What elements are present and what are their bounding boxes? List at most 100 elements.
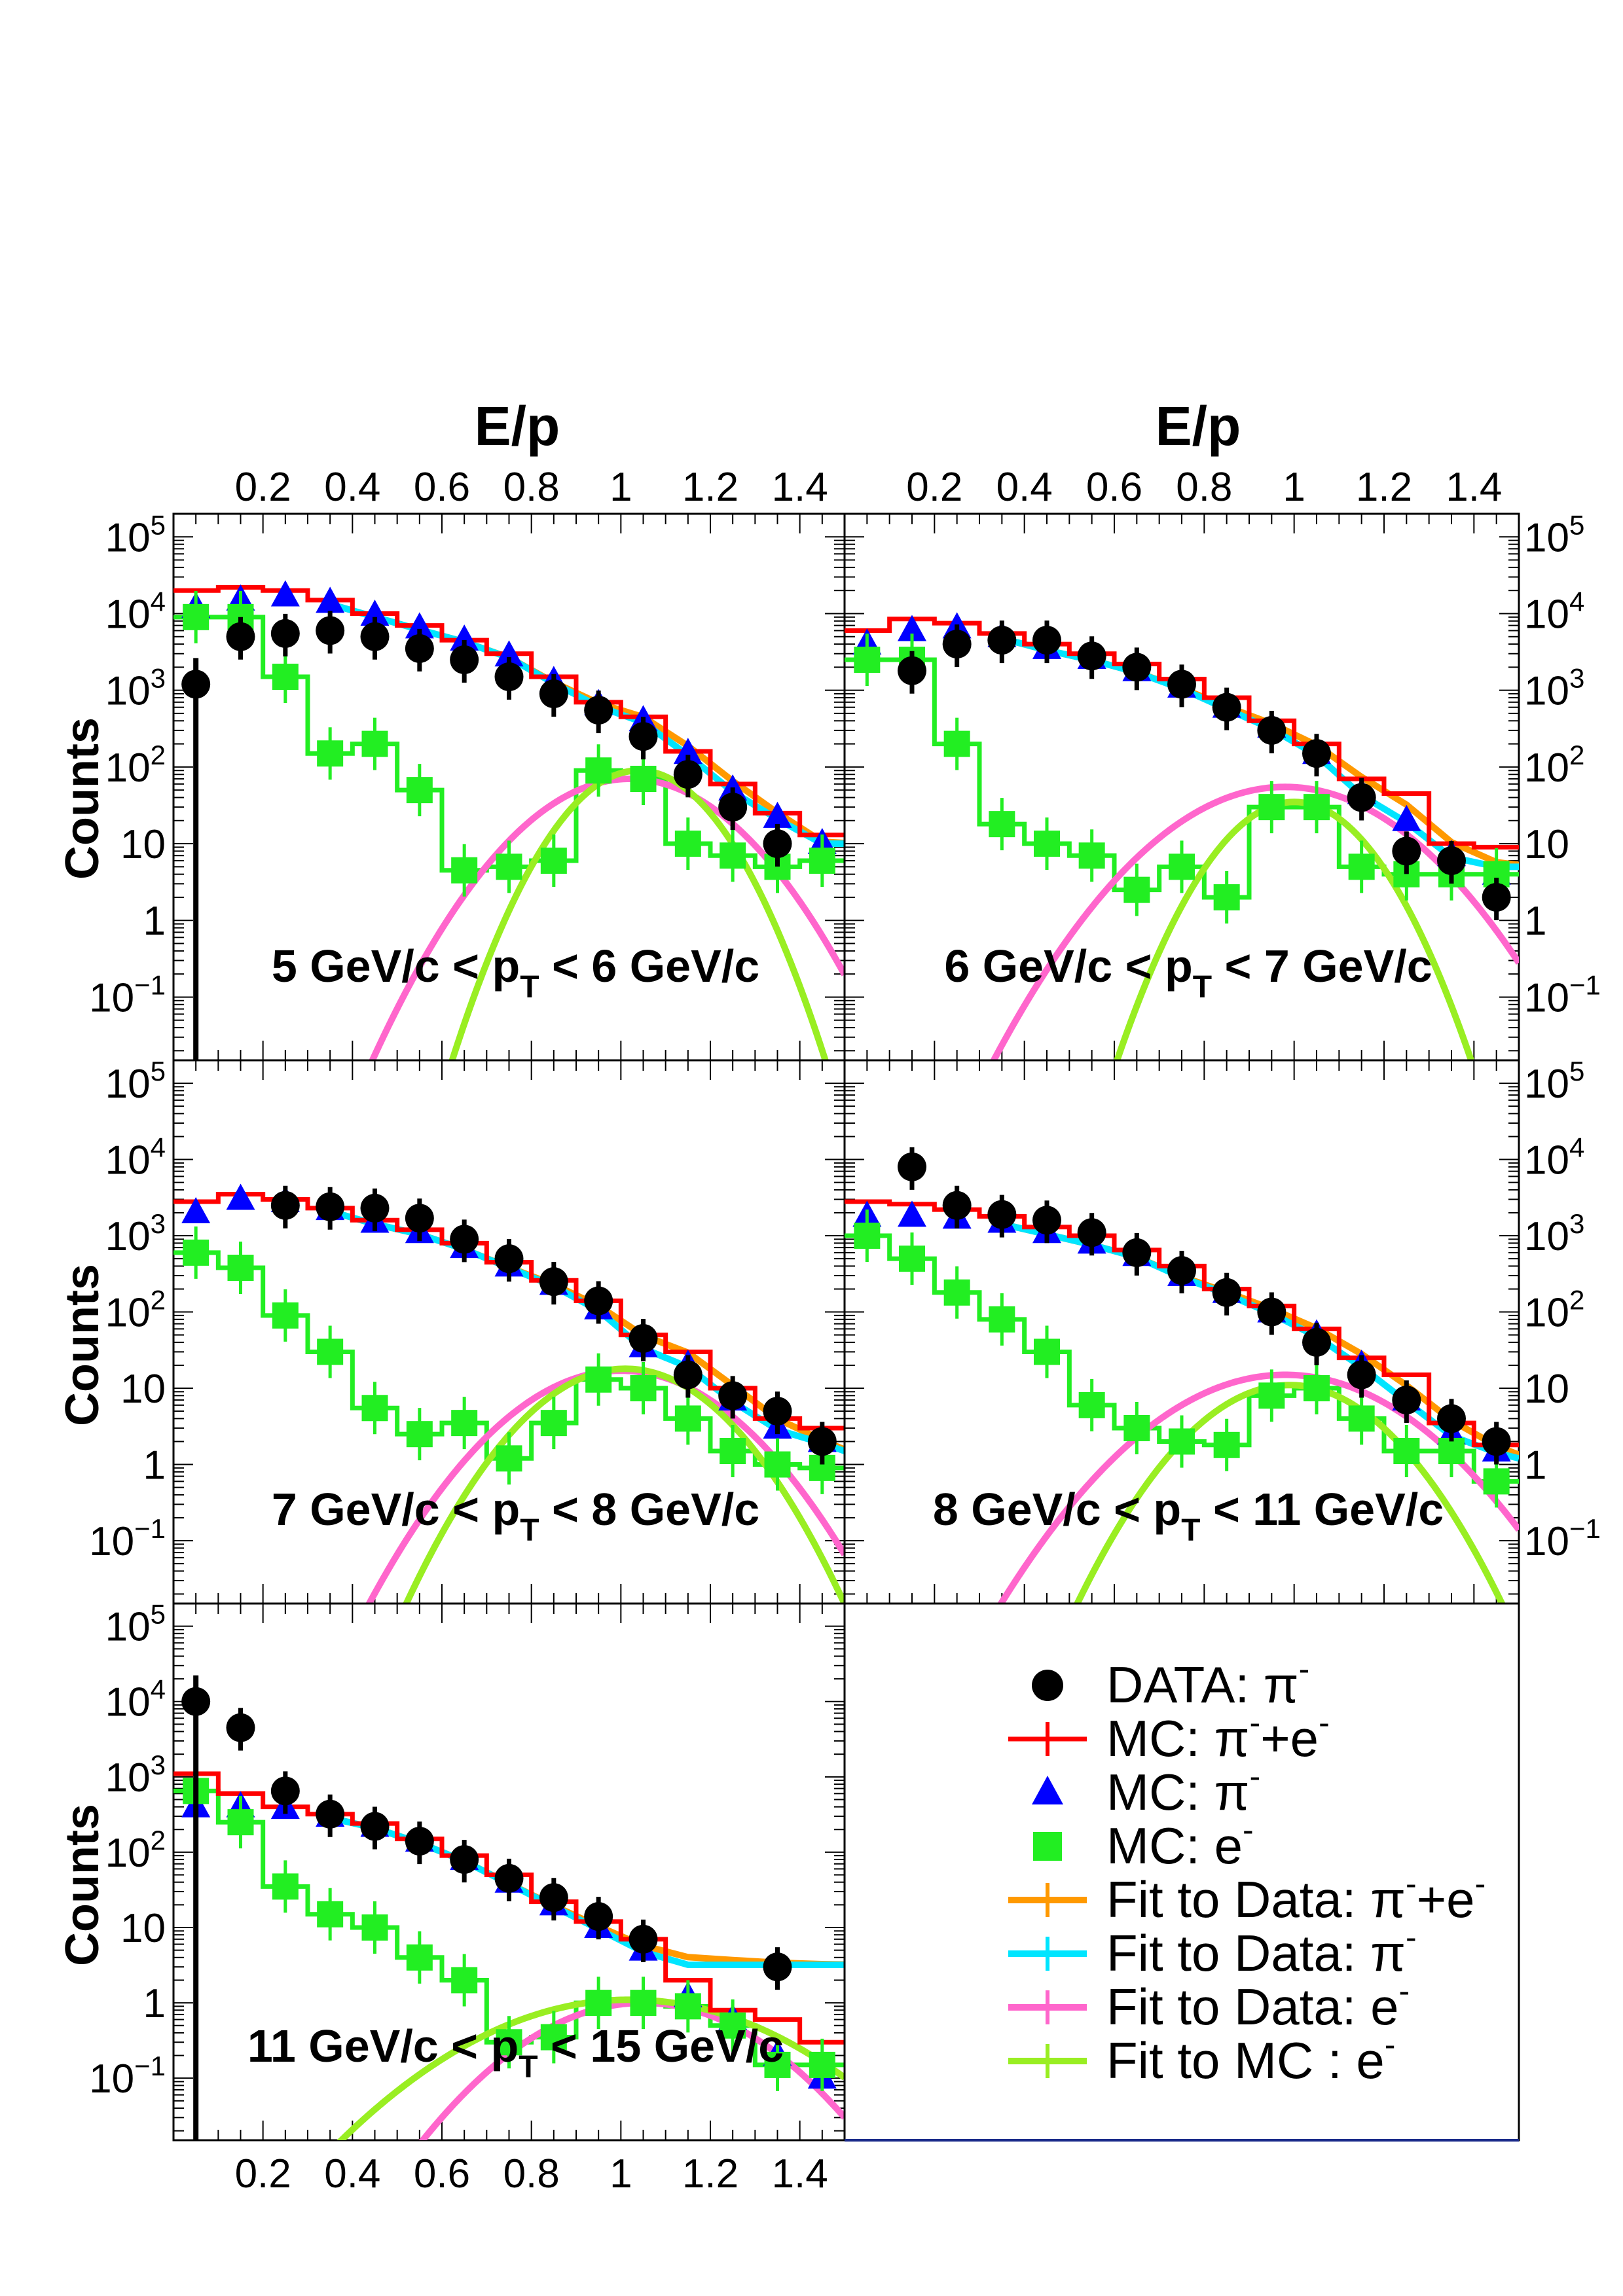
data-marker [181,1687,211,1716]
mc-pi-marker [898,1200,926,1227]
mc-e-marker [1483,1468,1510,1495]
legend-label: MC: π- [1106,1758,1260,1821]
legend-mc-pi-marker [1032,1776,1063,1804]
mc-pi-marker [270,580,300,607]
mc-e-marker [1348,853,1375,880]
data-marker [942,1191,972,1220]
x-tick-label-bottom: 0.8 [503,2151,560,2197]
data-marker [1257,715,1286,745]
mc-e-marker [272,1873,299,1900]
data-marker [405,1827,434,1856]
x-tick-label-top: 0.4 [996,465,1053,510]
mc-e-marker [630,1990,657,2017]
data-marker [1167,670,1196,699]
legend-label: Fit to MC : e- [1106,2026,1395,2089]
top-axis-title-right: E/p [1156,395,1241,457]
mc-pi-marker [898,615,926,641]
y-tick-label: 102 [105,1285,166,1336]
pt-range-label: 7 GeV/c < pT < 8 GeV/c [272,1484,759,1548]
plot-area [173,1675,845,2140]
data-marker [360,1193,390,1223]
data-marker [494,1244,524,1274]
data-marker [1302,739,1331,768]
legend-entry-fit_e: Fit to Data: e- [1008,1973,1410,2036]
mc-e-marker [1258,1382,1285,1409]
mc-e-marker [496,1445,522,1472]
data-marker [405,1204,434,1233]
data-marker [539,1267,568,1297]
data-marker [1077,641,1106,671]
data-marker [360,1812,390,1841]
mc-e-marker [406,777,433,804]
data-marker [270,1191,300,1220]
plot-area [845,612,1519,1060]
y-tick-label: 10 [120,822,166,867]
mc-e-marker [585,1366,612,1393]
data-marker [1392,1386,1421,1415]
mc-e-marker [630,1375,657,1402]
mc-e-marker [272,1302,299,1329]
mc-e-marker [451,1410,478,1437]
mc-e-marker [809,2051,835,2078]
mc-e-marker [854,1223,881,1249]
y-tick-label: 102 [105,1825,166,1876]
legend-mc-e-marker [1033,1832,1062,1861]
pt-range-label: 8 GeV/c < pT < 11 GeV/c [933,1484,1444,1548]
x-tick-label-bottom: 0.2 [235,2151,291,2197]
mc-e-marker [227,1255,254,1282]
y-tick-label: 10−1 [1524,1513,1601,1564]
data-marker [1167,1256,1196,1285]
mc-pi-marker [673,738,702,764]
x-tick-label-top: 1 [610,465,632,510]
legend-entry-fit_mc_e: Fit to MC : e- [1008,2026,1395,2089]
y-tick-label: 10 [1524,1367,1569,1412]
legend-label: Fit to Data: e- [1106,1973,1410,2036]
data-marker [1122,1238,1152,1267]
data-marker [718,793,748,822]
y-tick-label: 102 [1524,740,1584,791]
legend-entry-fit_sum: Fit to Data: π-+e- [1008,1865,1486,1928]
y-tick-label: 103 [105,1208,166,1259]
legend-label: Fit to Data: π-+e- [1106,1865,1486,1928]
y-tick-label: 105 [105,1056,166,1107]
data-marker [763,829,792,859]
mc-e-marker [361,730,388,757]
panels-group: 10−1 1 10 102 103 104 105 0.2 0.4 0.6 0.8 1 1.2 1.4 5 … [89,465,1601,2197]
mc-e-marker [361,1914,388,1941]
y-tick-label: 104 [1524,586,1584,637]
y-tick-label: 104 [105,586,166,637]
data-marker [1302,1327,1331,1357]
fit-data-e-curve [990,783,1519,1060]
fit-data-e-curve [997,1371,1519,1604]
data-marker [405,634,434,663]
x-tick-label-top: 0.8 [503,465,560,510]
data-marker [1347,1360,1376,1390]
data-marker [629,1924,658,1954]
data-marker [1437,846,1466,876]
data-marker [1212,1278,1241,1307]
y-axis-title-row2: Counts [56,1264,109,1426]
y-tick-label: 10 [1524,822,1569,867]
pt-range-label: 11 GeV/c < pT < 15 GeV/c [247,2020,784,2085]
data-marker [539,1883,568,1912]
y-tick-label: 10 [120,1367,166,1412]
mc-e-marker [1034,831,1060,857]
mc-e-marker [1348,1405,1375,1432]
y-tick-label: 1 [1524,899,1546,944]
data-marker [584,1286,613,1316]
x-tick-label-top: 0.6 [414,465,470,510]
mc-e-marker [1438,1438,1465,1465]
mc-e-marker [317,1901,344,1928]
y-tick-label: 102 [105,740,166,791]
plot-area [173,580,845,1060]
y-tick-label: 1 [143,1443,166,1488]
x-tick-label-top: 0.2 [906,465,962,510]
mc-e-marker [183,1239,210,1266]
data-marker [629,1323,658,1353]
mc-e-marker [943,730,970,757]
mc-e-marker [854,647,881,673]
data-marker [316,1192,345,1221]
x-tick-label-bottom: 0.4 [324,2151,380,2197]
mc-pi-marker [360,600,390,626]
data-marker [1077,1218,1106,1247]
